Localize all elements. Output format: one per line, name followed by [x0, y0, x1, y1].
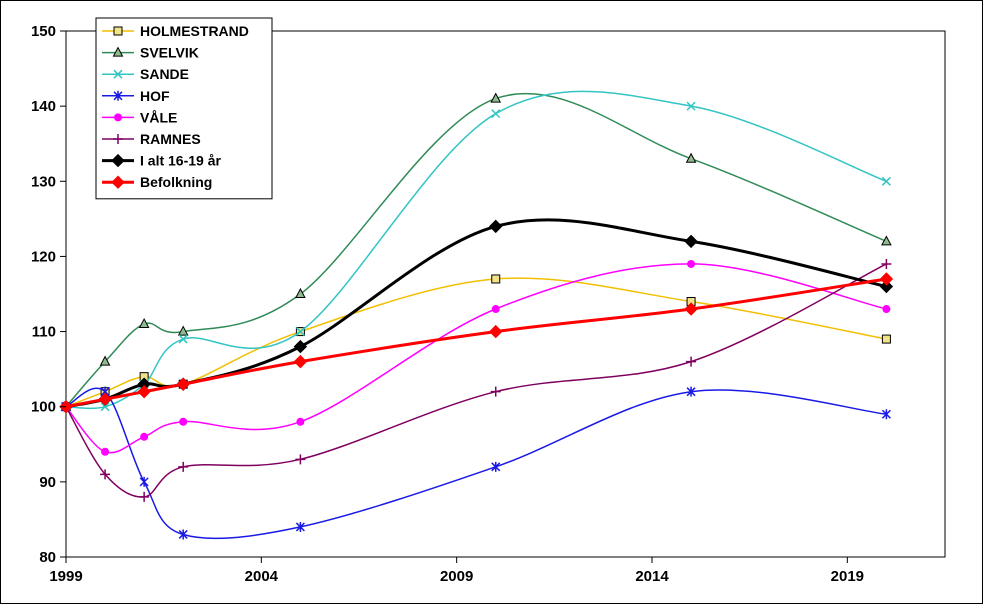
data-point: [101, 447, 110, 456]
data-point: [879, 279, 894, 294]
legend-entry: Befolkning: [102, 174, 212, 190]
data-point: [881, 258, 892, 269]
data-point: [139, 491, 150, 502]
legend-label: Befolkning: [140, 174, 212, 190]
data-point: [178, 461, 189, 472]
legend-entry: RAMNES: [102, 131, 201, 147]
data-point: [491, 274, 501, 284]
legend-label: SANDE: [140, 66, 189, 82]
data-point: [178, 334, 188, 344]
data-point: [881, 176, 891, 186]
data-point: [138, 317, 150, 329]
y-tick-label: 80: [39, 549, 56, 566]
data-point: [489, 324, 503, 339]
data-point: [881, 409, 891, 420]
data-point: [684, 234, 698, 249]
legend-label: HOLMESTRAND: [140, 23, 249, 39]
data-point: [178, 529, 188, 540]
data-point: [179, 417, 188, 426]
data-point: [491, 305, 500, 314]
series-layer: [59, 90, 894, 540]
data-point: [490, 386, 501, 397]
series-befolkning: [59, 272, 894, 414]
legend-marker: [112, 46, 124, 57]
data-point: [684, 302, 698, 316]
data-point: [490, 92, 502, 103]
data-point: [686, 356, 697, 367]
legend-marker: [114, 113, 122, 122]
legend-label: SVELVIK: [140, 45, 199, 61]
y-tick-label: 90: [39, 474, 56, 491]
data-point: [296, 417, 305, 426]
legend-marker: [113, 90, 123, 101]
data-point: [295, 521, 305, 532]
data-point: [491, 109, 501, 119]
data-point: [139, 476, 149, 487]
legend-label: RAMNES: [140, 131, 201, 147]
series-i-alt-16-19-r: [59, 218, 894, 414]
series-line-ramnes: [65, 263, 887, 498]
x-tick-label: 1999: [49, 568, 82, 585]
data-point: [100, 469, 111, 480]
legend-box: [95, 17, 273, 200]
legend-marker: [111, 153, 125, 168]
legend-label: I alt 16-19 år: [140, 153, 221, 169]
data-point: [140, 432, 149, 441]
data-point: [881, 235, 892, 246]
data-point: [882, 305, 891, 314]
legend: HOLMESTRAND SVELVIK SANDE HOF VÅLE RAMNES I al…: [95, 17, 273, 200]
legend-entry: SVELVIK: [102, 45, 199, 61]
y-tick-label: 120: [31, 248, 56, 265]
legend-entry: VÅLE: [102, 109, 177, 125]
y-tick-label: 140: [31, 98, 56, 115]
data-point: [686, 386, 696, 397]
data-point: [295, 454, 306, 465]
data-point: [881, 334, 891, 344]
y-tick-label: 150: [31, 23, 56, 40]
legend-entry: HOLMESTRAND: [102, 23, 249, 39]
y-tick-label: 110: [32, 324, 56, 341]
data-point: [879, 272, 894, 286]
data-point: [176, 377, 190, 391]
legend-marker: [113, 134, 123, 144]
data-point: [98, 392, 112, 406]
data-point: [685, 152, 697, 163]
legend-marker: [113, 69, 123, 79]
legend-label: VÅLE: [140, 109, 177, 125]
legend-label: HOF: [140, 88, 170, 104]
y-tick-label: 100: [31, 399, 56, 416]
y-tick-label: 130: [31, 173, 56, 190]
x-tick-label: 2014: [635, 568, 669, 585]
data-point: [489, 219, 503, 234]
legend-marker: [111, 175, 125, 189]
x-tick-label: 2009: [440, 568, 473, 585]
legend-marker: [113, 26, 123, 36]
data-point: [177, 325, 189, 336]
data-point: [293, 354, 308, 369]
legend-entry: SANDE: [102, 66, 189, 82]
axis-layer: 80 90 100 110 120 130 140 150 1999 2004 2009 2014 20…: [31, 23, 864, 585]
data-point: [295, 287, 306, 298]
data-point: [687, 259, 696, 268]
legend-entry: HOF: [102, 88, 170, 104]
legend-entry: I alt 16-19 år: [102, 153, 221, 169]
x-tick-label: 2004: [245, 568, 279, 585]
data-point: [686, 101, 696, 111]
data-point: [100, 402, 110, 412]
data-point: [491, 461, 501, 472]
data-point: [137, 384, 151, 399]
data-point: [293, 339, 308, 354]
data-point: [99, 355, 111, 366]
data-point: [295, 327, 305, 337]
x-tick-label: 2019: [831, 568, 864, 585]
